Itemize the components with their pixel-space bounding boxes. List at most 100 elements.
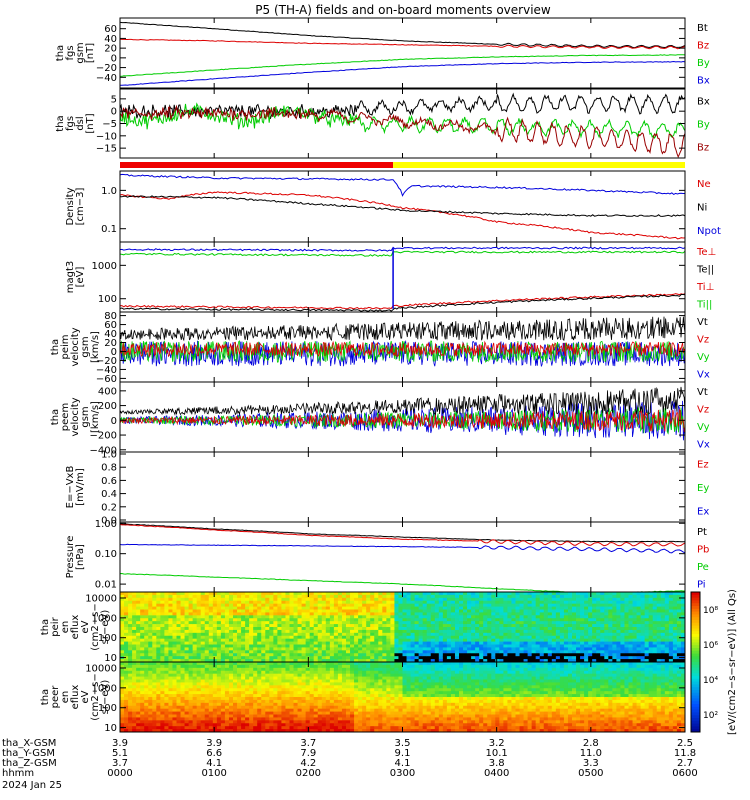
peer-spec-cell xyxy=(128,676,133,680)
peer-spec-cell xyxy=(144,726,149,730)
peir-spec-cell xyxy=(596,632,601,637)
peer-spec-cell xyxy=(253,723,258,727)
peir-spec-cell xyxy=(543,594,549,599)
pressure-ytick-label: 0.01 xyxy=(95,580,117,591)
peir-spec-cell xyxy=(208,635,214,640)
peer-spec-cell xyxy=(321,670,327,675)
peir-spec-cell xyxy=(604,618,609,622)
peir-spec-cell xyxy=(152,609,157,613)
peir-spec-cell xyxy=(144,624,149,628)
peer-spec-cell xyxy=(164,726,169,730)
peir-spec-cell xyxy=(426,624,432,628)
peir-spec-cell xyxy=(519,603,524,607)
peir-spec-cell xyxy=(543,603,549,607)
peir-spec-cell xyxy=(463,609,468,613)
peir-spec-cell xyxy=(608,597,613,602)
peir-spec-cell xyxy=(535,597,541,602)
peir-spec-cell xyxy=(136,632,141,637)
peir-spec-cell xyxy=(576,638,581,642)
peer-spec-cell xyxy=(172,720,177,724)
peer-spec-cell xyxy=(289,699,294,704)
peir-spec-cell xyxy=(204,600,210,605)
peir-spec-cell xyxy=(555,656,561,660)
peir-spec-cell xyxy=(120,644,125,648)
peir-spec-cell xyxy=(620,603,625,607)
peir-spec-cell xyxy=(406,600,411,605)
peer-spec-cell xyxy=(265,691,270,695)
peir-spec-cell xyxy=(212,592,218,596)
peir-spec-cell xyxy=(523,629,529,634)
peir-spec-cell xyxy=(350,618,355,622)
peir-spec-cell xyxy=(313,615,319,619)
peir-spec-cell xyxy=(414,647,420,651)
peir-spec-cell xyxy=(333,627,339,631)
peir-spec-cell xyxy=(237,597,242,602)
peir-spec-cell xyxy=(664,618,670,622)
peir-spec-cell xyxy=(523,600,529,605)
peir-spec-cell xyxy=(612,621,617,625)
peer-spec-cell xyxy=(176,708,181,712)
peer-spec-cell xyxy=(309,694,315,698)
peir-spec-cell xyxy=(644,632,650,637)
peir-spec-cell xyxy=(588,650,593,654)
peir-spec-cell xyxy=(164,647,169,651)
peir-spec-cell xyxy=(285,656,290,660)
peir-spec-cell xyxy=(224,612,230,616)
peir-spec-cell xyxy=(430,621,436,625)
peer-spec-cell xyxy=(132,679,137,683)
peir-spec-cell xyxy=(321,597,327,602)
peer-spec-cell xyxy=(245,708,250,712)
peir-spec-cell xyxy=(446,603,452,607)
peir-spec-cell xyxy=(285,627,290,631)
fgs-ytick-label: 0 xyxy=(111,53,117,64)
peir-spec-cell xyxy=(584,635,589,640)
peer-spec-cell xyxy=(313,694,319,698)
peir-spec-cell xyxy=(442,624,448,628)
peir-spec-cell xyxy=(588,635,593,640)
peir-spec-cell xyxy=(378,650,383,654)
peir-spec-cell xyxy=(168,644,173,648)
peir-spec-cell xyxy=(567,656,573,660)
peir-spec-cell xyxy=(632,612,637,616)
peir-spec-cell xyxy=(519,627,524,631)
peir-spec-cell xyxy=(551,615,557,619)
peer-spec-cell xyxy=(265,726,270,730)
peir-spec-cell xyxy=(196,656,202,660)
peir-spec-cell xyxy=(450,603,456,607)
fgs-legend-3: Bx xyxy=(697,75,710,86)
peir-spec-cell xyxy=(148,597,153,602)
peer-spec-cell xyxy=(321,662,327,666)
peir-spec-cell xyxy=(636,635,642,640)
peir-spec-cell xyxy=(479,606,484,610)
peir-spec-cell xyxy=(660,612,666,616)
peer-spec-cell xyxy=(208,697,214,701)
peer-spec-cell xyxy=(128,711,133,715)
peir-spec-cell xyxy=(136,603,141,607)
peir-spec-cell xyxy=(132,592,137,596)
peir-spec-cell xyxy=(382,600,387,605)
peer-spec-cell xyxy=(176,691,181,695)
peir-spec-cell xyxy=(293,641,298,645)
peir-spec-cell xyxy=(374,618,379,622)
peer-spec-cell xyxy=(144,667,149,672)
peir-spec-cell xyxy=(200,592,206,596)
peir-spec-cell xyxy=(636,594,642,599)
peir-spec-cell xyxy=(132,644,137,648)
peer-spec-cell xyxy=(196,708,202,712)
peir-spec-cell xyxy=(329,594,335,599)
peer-spec-cell xyxy=(168,699,173,704)
peer-spec-cell xyxy=(224,720,230,724)
peir-spec-cell xyxy=(632,641,637,645)
peir-spec-cell xyxy=(152,656,157,660)
peir-spec-cell xyxy=(386,650,391,654)
peir-spec-cell xyxy=(479,600,484,605)
peer-spec-cell xyxy=(192,729,198,733)
peir-spec-cell xyxy=(136,638,141,642)
peir-spec-cell xyxy=(567,635,573,640)
peir-spec-cell xyxy=(507,594,512,599)
peer-spec-cell xyxy=(309,702,315,707)
peir-spec-cell xyxy=(430,594,436,599)
peir-spec-cell xyxy=(216,659,222,663)
peer-spec-cell xyxy=(212,664,218,669)
peer-spec-cell xyxy=(156,726,161,730)
